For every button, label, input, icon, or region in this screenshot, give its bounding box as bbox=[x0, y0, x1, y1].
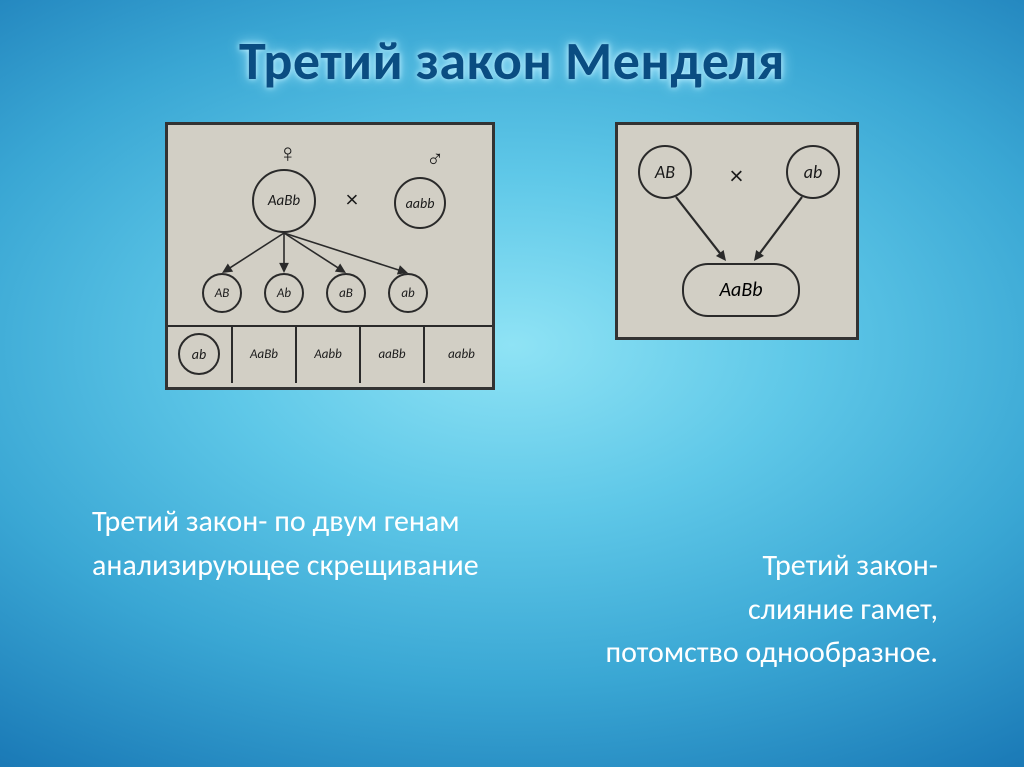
caption-line: Третий закон- по двум генам bbox=[92, 500, 479, 544]
page-title: Третий закон Менделя bbox=[0, 0, 1024, 94]
offspring-cell: Aabb bbox=[296, 325, 360, 383]
caption-line: слияние гамет, bbox=[606, 588, 938, 632]
cross-symbol: × bbox=[730, 159, 743, 191]
left-diagram-panel: ♀ ♂ × AaBbaabb ABAbaBab ab AaBbAabbaaBba… bbox=[165, 122, 495, 390]
offspring-genotype: AaBb bbox=[682, 263, 800, 317]
gamete-2: aB bbox=[326, 273, 366, 313]
parent-gamete-left: AB bbox=[638, 145, 692, 199]
parent-genotype-0: AaBb bbox=[252, 169, 316, 233]
caption-line: потомство однообразное. bbox=[606, 631, 938, 675]
left-caption: Третий закон- по двум генам анализирующе… bbox=[92, 500, 479, 587]
offspring-cell: aaBb bbox=[360, 325, 424, 383]
right-diagram-panel: × AB ab AaBb bbox=[615, 122, 859, 340]
right-caption: Третий закон- слияние гамет, потомство о… bbox=[606, 544, 938, 675]
diagram-row: ♀ ♂ × AaBbaabb ABAbaBab ab AaBbAabbaaBba… bbox=[0, 122, 1024, 390]
parent-gamete-right: ab bbox=[786, 145, 840, 199]
offspring-cell: aabb bbox=[424, 325, 498, 383]
male-gamete: ab bbox=[178, 333, 220, 375]
cross-symbol: × bbox=[346, 185, 358, 214]
caption-line: анализирующее скрещивание bbox=[92, 544, 479, 588]
female-symbol-icon: ♀ bbox=[278, 137, 298, 169]
parent-genotype-1: aabb bbox=[394, 177, 446, 229]
male-symbol-icon: ♂ bbox=[426, 145, 444, 174]
caption-line: Третий закон- bbox=[606, 544, 938, 588]
offspring-cell: AaBb bbox=[232, 325, 296, 383]
gamete-3: ab bbox=[388, 273, 428, 313]
gamete-1: Ab bbox=[264, 273, 304, 313]
gamete-0: AB bbox=[202, 273, 242, 313]
